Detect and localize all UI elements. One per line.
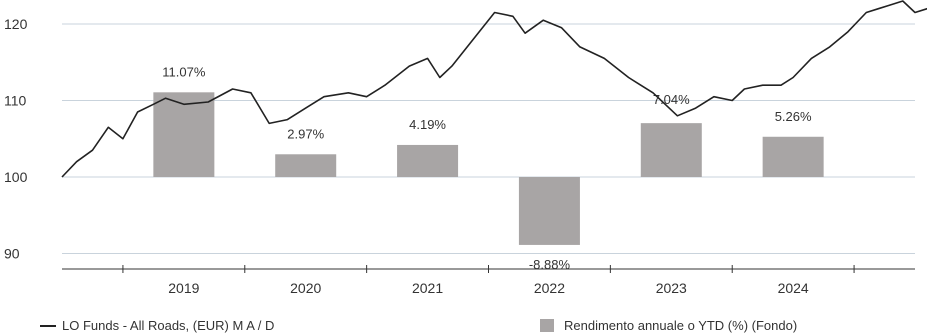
bar-2020 (275, 154, 337, 177)
y-tick-label-100: 100 (4, 169, 28, 185)
bar-label-2020: 2.97% (287, 126, 324, 141)
legend-line-entry: LO Funds - All Roads, (EUR) M A / D (40, 318, 274, 333)
legend-bar-label: Rendimento annuale o YTD (%) (Fondo) (564, 318, 798, 333)
y-tick-label-120: 120 (4, 16, 28, 32)
bar-2023 (640, 123, 702, 177)
bar-label-2023: 7.04% (653, 92, 690, 107)
bar-2021 (397, 144, 459, 177)
bar-label-2024: 5.26% (775, 109, 812, 124)
bar-2022 (518, 177, 580, 245)
legend-line-swatch (40, 324, 56, 327)
y-tick-label-110: 110 (4, 93, 27, 109)
chart-canvas: 90 100 110 120 11.07% 2.97% 4.19% -8.88% 7.04% 5.… (4, 0, 927, 296)
legend-line-label: LO Funds - All Roads, (EUR) M A / D (62, 318, 275, 333)
legend-bar-entry: Rendimento annuale o YTD (%) (Fondo) (540, 318, 797, 333)
x-tick-label-2020: 2020 (290, 280, 321, 296)
bar-label-2021: 4.19% (409, 117, 446, 132)
x-tick-label-2021: 2021 (412, 280, 443, 296)
x-tick-label-2023: 2023 (656, 280, 687, 296)
x-tick-label-2022: 2022 (534, 280, 565, 296)
bar-label-2019: 11.07% (162, 64, 206, 79)
bar-2019 (153, 92, 215, 177)
bar-label-2022: -8.88% (529, 257, 571, 272)
x-tick-label-2024: 2024 (778, 280, 809, 296)
bar-2024 (762, 136, 824, 177)
x-tick-label-2019: 2019 (168, 280, 199, 296)
y-tick-label-90: 90 (4, 246, 20, 262)
legend-bar-swatch (540, 319, 554, 332)
price-line (61, 0, 927, 178)
